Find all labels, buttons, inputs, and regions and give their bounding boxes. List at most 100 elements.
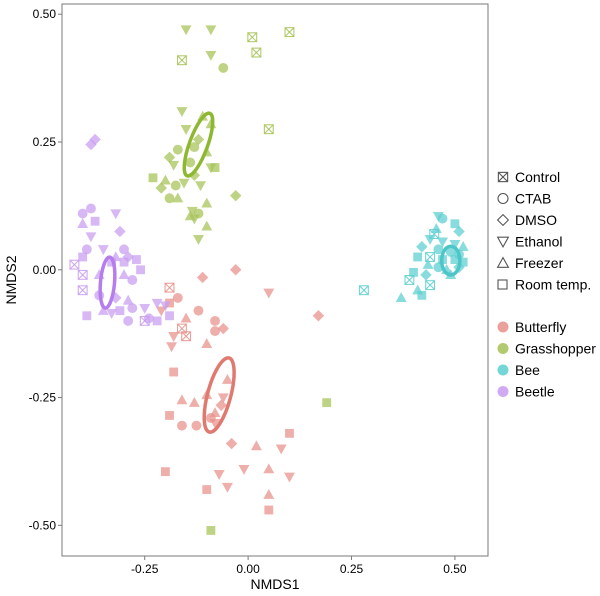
point-grasshopper-dmso <box>163 151 176 164</box>
point-grasshopper-control <box>247 32 258 43</box>
point-butterfly-circle <box>210 326 220 337</box>
point-bee-ethanol <box>449 240 461 250</box>
legend-label-grasshopper: Grasshopper <box>515 341 596 357</box>
point-grasshopper-control <box>176 55 187 66</box>
point-beetle-room <box>115 306 125 316</box>
point-bee-room <box>450 255 460 264</box>
legend-label-dmso: DMSO <box>515 212 557 228</box>
point-beetle-control <box>69 259 80 270</box>
point-grasshopper-ethanol <box>195 181 207 192</box>
point-beetle-room <box>136 265 146 275</box>
point-beetle-circle <box>81 244 92 255</box>
point-grasshopper-control <box>251 47 262 58</box>
y-tick-label: 0.25 <box>33 135 57 149</box>
point-beetle-ethanol <box>151 298 163 309</box>
point-beetle-dmso <box>110 292 122 304</box>
point-beetle-circle <box>77 208 88 219</box>
point-grasshopper-room <box>322 398 332 408</box>
point-bee-control <box>425 252 436 262</box>
point-grasshopper-circle <box>164 193 175 204</box>
x-tick-label: 0.50 <box>443 562 467 576</box>
point-beetle-ethanol <box>110 209 122 220</box>
legend-label-control: Control <box>515 169 560 185</box>
point-grasshopper-ethanol <box>180 125 192 135</box>
point-butterfly-dmso <box>217 322 230 335</box>
point-butterfly-ethanol <box>155 306 167 317</box>
point-butterfly-freezer <box>221 373 233 384</box>
point-beetle-room <box>119 257 129 267</box>
point-butterfly-freezer <box>263 463 275 474</box>
point-butterfly-freezer <box>201 338 213 349</box>
point-grasshopper-ethanol <box>205 25 217 36</box>
point-beetle-room <box>152 316 162 326</box>
point-grasshopper-ethanol <box>205 50 217 61</box>
point-bee-freezer <box>395 292 407 303</box>
legend-label-freezer: Freezer <box>515 255 564 271</box>
legend-label-ctab: CTAB <box>515 191 551 207</box>
point-bee-room <box>409 267 418 277</box>
point-bee-ethanol <box>424 234 436 245</box>
point-butterfly-room <box>202 485 212 494</box>
point-beetle-dmso <box>114 225 126 238</box>
legend-label-bee: Bee <box>515 362 540 378</box>
point-butterfly-circle <box>210 315 220 326</box>
legend-label-beetle: Beetle <box>515 384 555 400</box>
point-bee-room <box>417 290 427 300</box>
point-butterfly-ethanol <box>284 472 295 483</box>
point-butterfly-ethanol <box>213 470 225 480</box>
point-grasshopper-freezer <box>201 197 213 208</box>
point-beetle-control <box>77 285 88 296</box>
legend-swatch-bee <box>497 364 509 376</box>
point-bee-circle <box>445 246 456 257</box>
point-beetle-control <box>139 315 150 326</box>
point-butterfly-room <box>165 411 174 420</box>
point-butterfly-ethanol <box>221 482 233 493</box>
point-butterfly-freezer <box>250 440 262 451</box>
point-butterfly-circle <box>191 420 202 431</box>
point-butterfly-freezer <box>176 394 188 405</box>
point-grasshopper-ethanol <box>176 107 188 118</box>
point-butterfly-room <box>285 428 294 438</box>
point-beetle-dmso <box>85 138 97 151</box>
point-beetle-ethanol <box>85 232 97 243</box>
x-tick-label: 0.00 <box>236 562 260 576</box>
point-beetle-freezer <box>122 294 134 305</box>
point-butterfly-room <box>264 505 274 515</box>
plot-background <box>61 3 489 557</box>
point-butterfly-ethanol <box>275 444 287 455</box>
point-bee-room <box>413 252 423 262</box>
point-bee-dmso <box>420 269 432 281</box>
point-grasshopper-ethanol <box>193 234 204 245</box>
point-bee-room <box>458 257 468 267</box>
point-grasshopper-circle <box>189 142 200 153</box>
point-butterfly-freezer <box>263 488 275 499</box>
point-bee-circle <box>437 213 448 224</box>
point-bee-control <box>358 285 369 296</box>
point-beetle-ethanol <box>97 245 109 256</box>
point-butterfly-dmso <box>312 310 325 322</box>
point-grasshopper-room <box>148 173 158 183</box>
legend-label-room: Room temp. <box>515 277 591 293</box>
point-butterfly-circle <box>172 292 183 303</box>
point-bee-control <box>425 280 436 291</box>
x-tick-label: -0.25 <box>131 562 159 576</box>
point-beetle-circle <box>119 244 129 255</box>
square-icon <box>497 279 508 290</box>
point-beetle-room <box>90 216 100 226</box>
point-butterfly-ethanol <box>217 393 229 404</box>
point-butterfly-control <box>181 331 192 342</box>
point-bee-freezer <box>457 241 469 251</box>
point-grasshopper-circle <box>185 157 196 168</box>
ellipse-butterfly <box>202 356 236 434</box>
point-butterfly-dmso <box>196 271 209 284</box>
group-ellipses <box>98 111 462 434</box>
data-points <box>69 25 469 535</box>
ellipse-bee <box>439 244 462 277</box>
point-butterfly-control <box>164 282 175 293</box>
point-grasshopper-ethanol <box>186 206 198 217</box>
point-grasshopper-circle <box>170 180 181 191</box>
point-grasshopper-room <box>210 163 220 172</box>
x-tick-label: 0.25 <box>340 562 364 576</box>
